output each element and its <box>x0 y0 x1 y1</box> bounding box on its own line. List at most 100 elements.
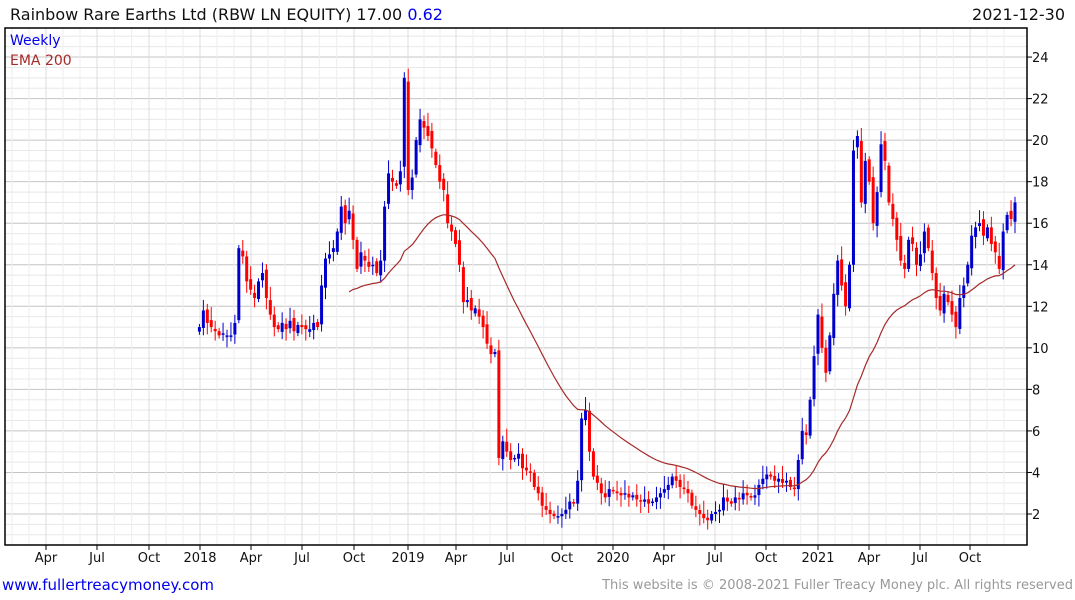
candle-body <box>481 315 485 328</box>
candle-body <box>383 206 387 261</box>
candle-body <box>457 240 461 265</box>
candle <box>1013 196 1017 234</box>
candle <box>536 476 540 501</box>
candle-body <box>560 514 564 517</box>
price-change: 0.62 <box>407 5 443 24</box>
candle <box>899 222 903 266</box>
candle <box>544 493 548 516</box>
candle-body <box>899 236 903 261</box>
candle-body <box>784 480 788 483</box>
candle-body <box>595 475 599 483</box>
candle <box>264 264 268 310</box>
x-tick-label: Jul <box>911 551 928 566</box>
chart-date: 2021-12-30 <box>972 5 1065 24</box>
candle <box>674 465 678 489</box>
candle-body <box>985 227 989 239</box>
candle-body <box>280 322 284 332</box>
candle <box>690 489 694 509</box>
candle-body <box>643 499 647 502</box>
candle <box>320 274 324 332</box>
candle <box>682 474 686 495</box>
x-tick-label: Oct <box>343 551 365 566</box>
x-tick-label: 2021 <box>801 551 834 566</box>
candle-body <box>871 177 875 224</box>
candle <box>796 454 800 501</box>
candle <box>694 495 698 518</box>
candle <box>438 154 442 189</box>
candle-body <box>410 177 414 190</box>
candle <box>749 492 753 501</box>
candle <box>308 316 312 338</box>
candle-body <box>260 273 264 281</box>
candle <box>347 197 351 225</box>
candle <box>836 254 840 307</box>
candle <box>950 290 954 322</box>
candle <box>654 486 658 510</box>
candle <box>450 216 454 241</box>
candle <box>788 476 792 491</box>
candle <box>379 250 383 283</box>
candle-body <box>276 325 280 330</box>
candle-body <box>989 227 993 244</box>
candle-body <box>335 231 339 252</box>
candle <box>828 332 832 375</box>
x-tick-label: Jul <box>498 551 515 566</box>
candle <box>895 212 899 252</box>
candle <box>883 132 887 171</box>
candle <box>521 448 524 480</box>
candle <box>485 311 489 349</box>
candle <box>926 224 930 252</box>
candle <box>335 228 339 255</box>
candle <box>296 321 300 337</box>
candle-body <box>461 267 465 303</box>
candle-body <box>359 252 363 267</box>
copyright-notice: This website is © 2008-2021 Fuller Treac… <box>602 578 1073 593</box>
candle-body <box>737 497 741 500</box>
candle-body <box>438 165 442 182</box>
website-link[interactable]: www.fullertreacymoney.com <box>2 576 215 594</box>
candle-body <box>792 487 796 490</box>
candle-body <box>284 323 288 330</box>
candle <box>213 320 217 341</box>
candle <box>808 396 812 439</box>
candle <box>1009 200 1013 227</box>
candle-body <box>863 160 867 204</box>
candle-body <box>379 260 383 276</box>
candle <box>221 322 225 341</box>
candle-body <box>390 177 394 182</box>
candle-body <box>308 329 312 332</box>
candle <box>517 443 521 466</box>
candle-body <box>828 335 832 372</box>
candle <box>465 286 469 308</box>
candle-body <box>493 351 497 355</box>
candle-body <box>907 239 911 269</box>
candle <box>777 473 781 494</box>
candle <box>639 494 643 513</box>
candle-body <box>351 213 355 240</box>
candle <box>666 476 670 500</box>
candle <box>686 480 690 503</box>
candle-body <box>442 178 446 190</box>
candle <box>725 489 729 511</box>
candle <box>316 318 320 331</box>
candle-body <box>371 264 375 267</box>
y-tick-label: 24 <box>1032 51 1049 66</box>
candle-body <box>942 293 946 314</box>
candle-body <box>741 493 745 500</box>
x-tick-label: 2020 <box>596 551 629 566</box>
candle <box>430 122 434 158</box>
candle <box>800 417 804 465</box>
candle <box>548 501 552 524</box>
y-tick-label: 16 <box>1032 217 1049 232</box>
candle <box>887 162 891 206</box>
candle <box>501 435 505 471</box>
candle-body <box>607 489 611 497</box>
candle-body <box>718 509 721 512</box>
candle-body <box>477 309 481 317</box>
candle <box>718 504 721 523</box>
candle-body <box>836 260 840 295</box>
candle <box>454 227 458 248</box>
plot-frame <box>4 27 1028 546</box>
candle-body <box>950 301 954 315</box>
